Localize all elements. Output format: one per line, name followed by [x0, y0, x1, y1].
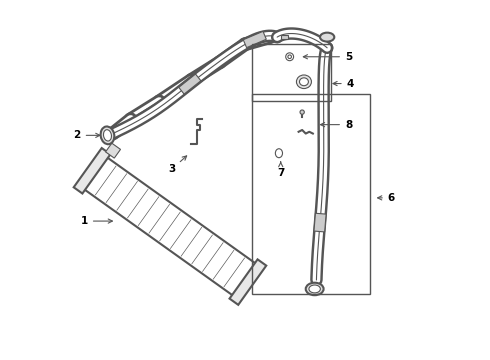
Polygon shape — [281, 35, 288, 39]
Text: 8: 8 — [320, 120, 352, 130]
Text: 1: 1 — [81, 216, 112, 226]
Ellipse shape — [300, 110, 304, 114]
Ellipse shape — [306, 283, 323, 295]
Polygon shape — [105, 143, 121, 158]
Text: 4: 4 — [333, 78, 354, 89]
Text: 7: 7 — [277, 162, 284, 178]
Text: 5: 5 — [303, 52, 352, 62]
Ellipse shape — [103, 130, 111, 141]
Polygon shape — [74, 148, 110, 194]
Ellipse shape — [296, 75, 312, 89]
Polygon shape — [314, 213, 326, 232]
Text: 2: 2 — [74, 130, 100, 140]
Ellipse shape — [309, 285, 320, 293]
Ellipse shape — [288, 55, 292, 59]
Ellipse shape — [100, 126, 114, 144]
Polygon shape — [229, 259, 266, 305]
Bar — [252, 94, 370, 294]
Polygon shape — [179, 74, 201, 94]
Ellipse shape — [320, 33, 334, 41]
Text: 3: 3 — [168, 156, 187, 174]
Bar — [252, 44, 331, 102]
Ellipse shape — [299, 78, 308, 86]
Text: 6: 6 — [378, 193, 395, 203]
Polygon shape — [243, 31, 267, 48]
